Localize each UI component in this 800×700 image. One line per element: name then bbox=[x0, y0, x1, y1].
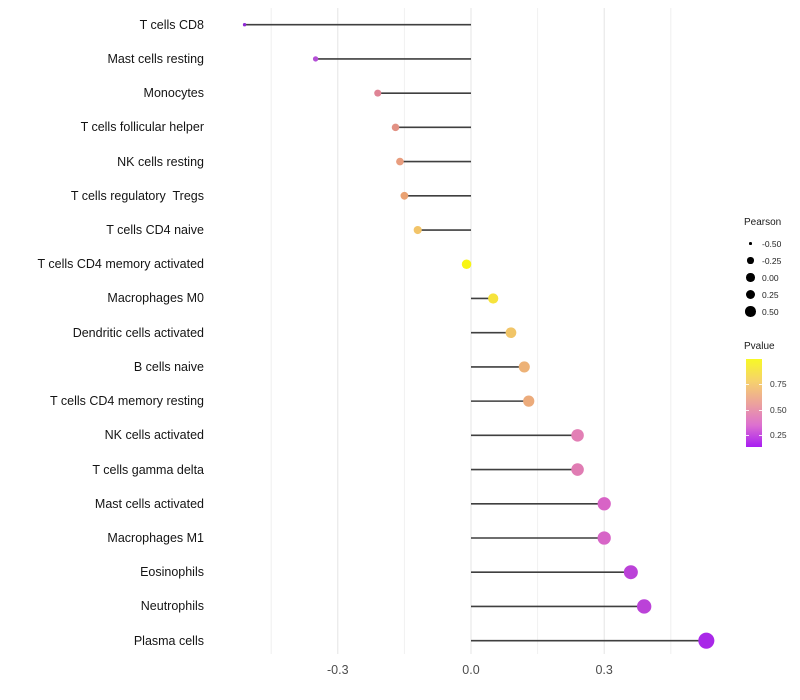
lollipop-dot bbox=[242, 23, 247, 27]
legend-dot-box bbox=[744, 271, 757, 284]
lollipop-dot bbox=[461, 259, 472, 269]
lollipop-dot bbox=[312, 56, 319, 62]
colorbar-label: 0.75 bbox=[770, 379, 787, 389]
lollipop-dot bbox=[488, 293, 499, 304]
lollipop-dot bbox=[396, 157, 404, 166]
colorbar-label: 0.50 bbox=[770, 405, 787, 415]
colorbar-tick bbox=[746, 384, 749, 385]
pearson-legend-item: -0.50 bbox=[744, 235, 781, 252]
category-label: Dendritic cells activated bbox=[72, 325, 204, 340]
pearson-legend-item: 0.25 bbox=[744, 286, 781, 303]
category-label: Mast cells resting bbox=[107, 51, 204, 66]
colorbar-tick bbox=[759, 435, 762, 436]
size-legend-label: 0.00 bbox=[762, 272, 779, 283]
size-legend-dot-icon bbox=[746, 273, 755, 282]
x-tick-label: -0.3 bbox=[327, 663, 349, 677]
lollipop-dot bbox=[597, 531, 611, 545]
category-label: T cells CD4 naive bbox=[106, 223, 204, 238]
lollipop-dot bbox=[518, 361, 530, 373]
lollipop-dot bbox=[391, 123, 400, 132]
size-legend-dot-icon bbox=[749, 242, 752, 245]
category-label: Mast cells activated bbox=[94, 496, 204, 511]
x-tick-label: 0.3 bbox=[595, 663, 613, 677]
colorbar-tick bbox=[746, 435, 749, 436]
lollipop-dot bbox=[374, 89, 382, 97]
colorbar-tick bbox=[759, 384, 762, 385]
category-label: Macrophages M0 bbox=[107, 291, 204, 306]
size-legend-dot-icon bbox=[747, 257, 754, 264]
category-label: T cells CD8 bbox=[139, 17, 204, 32]
legend-dot-box bbox=[744, 237, 757, 250]
size-legend-label: -0.50 bbox=[762, 238, 782, 249]
legend-dot-box bbox=[744, 288, 757, 301]
lollipop-dot bbox=[636, 599, 652, 614]
lollipop-dot bbox=[523, 395, 535, 407]
category-label: Eosinophils bbox=[140, 565, 204, 580]
lollipop-dot bbox=[413, 225, 422, 235]
lollipop-dot bbox=[400, 191, 409, 200]
lollipop-dot bbox=[623, 565, 638, 580]
size-legend-dot-icon bbox=[745, 306, 756, 317]
size-legend-label: 0.50 bbox=[762, 306, 779, 317]
category-label: NK cells resting bbox=[117, 154, 204, 169]
size-legend-label: 0.25 bbox=[762, 289, 779, 300]
pvalue-legend-title: Pvalue bbox=[744, 341, 775, 352]
lollipop-dot bbox=[505, 327, 517, 339]
pvalue-color-legend: Pvalue 0.75 0.50 0.25 bbox=[744, 341, 787, 447]
lollipop-dot bbox=[571, 429, 584, 442]
pearson-legend-item: 0.50 bbox=[744, 303, 781, 320]
lollipop-dot bbox=[571, 463, 584, 476]
pearson-legend-title: Pearson bbox=[744, 217, 782, 228]
category-label: T cells CD4 memory activated bbox=[37, 257, 205, 272]
category-label: B cells naive bbox=[133, 359, 204, 374]
legend-dot-box bbox=[744, 254, 757, 267]
category-label: NK cells activated bbox=[104, 428, 204, 443]
category-label: Plasma cells bbox=[133, 633, 204, 648]
lollipop-dot bbox=[597, 497, 611, 511]
pearson-size-legend: Pearson -0.50 -0.25 0.00 0.25 0.50 bbox=[744, 217, 781, 320]
category-label: T cells follicular helper bbox=[80, 120, 204, 135]
lollipop-dot bbox=[698, 632, 715, 649]
x-tick-label: 0.0 bbox=[462, 663, 480, 677]
pearson-legend-item: 0.00 bbox=[744, 269, 781, 286]
size-legend-label: -0.25 bbox=[762, 255, 782, 266]
legend-dot-box bbox=[744, 305, 757, 318]
colorbar-tick bbox=[746, 410, 749, 411]
colorbar-tick bbox=[759, 410, 762, 411]
category-label: T cells gamma delta bbox=[92, 462, 204, 477]
pvalue-colorbar: 0.75 0.50 0.25 bbox=[746, 359, 787, 447]
pearson-legend-item: -0.25 bbox=[744, 252, 781, 269]
category-label: Macrophages M1 bbox=[107, 531, 204, 545]
category-label: T cells CD4 memory resting bbox=[50, 394, 204, 409]
colorbar-label: 0.25 bbox=[770, 430, 787, 440]
category-label: Neutrophils bbox=[140, 599, 204, 614]
pearson-legend-items: -0.50 -0.25 0.00 0.25 0.50 bbox=[744, 235, 781, 320]
category-label: T cells regulatory Tregs bbox=[70, 188, 204, 203]
size-legend-dot-icon bbox=[745, 289, 756, 300]
pvalue-gradient-bar bbox=[746, 359, 762, 447]
category-label: Monocytes bbox=[143, 86, 204, 101]
